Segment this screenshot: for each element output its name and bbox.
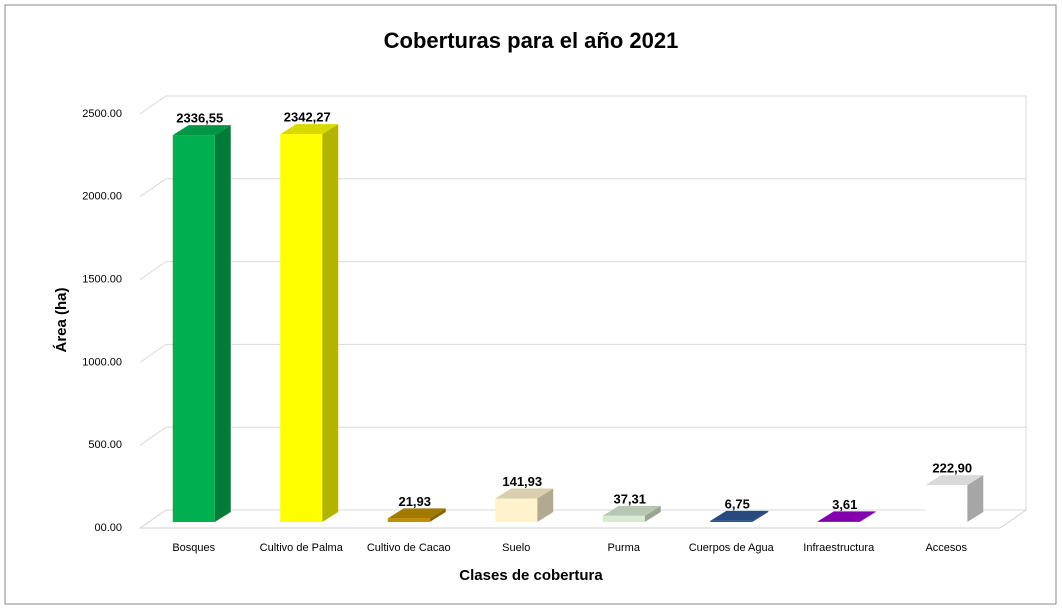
chart-title: Coberturas para el año 2021 — [384, 28, 679, 53]
y-tick-label: 2500.00 — [82, 108, 122, 120]
side-grid-line — [139, 261, 167, 281]
bar-top — [495, 488, 554, 499]
bar — [495, 498, 538, 522]
y-axis-title: Área (ha) — [53, 287, 70, 352]
bar-side — [644, 505, 661, 522]
y-tick-label: 1000.00 — [82, 356, 122, 368]
bar — [817, 521, 860, 522]
bar-top — [710, 510, 769, 521]
bar-side — [859, 511, 876, 522]
bar — [172, 135, 215, 522]
bar-side — [429, 508, 446, 522]
y-tick-label: 00.00 — [94, 522, 122, 534]
bar — [925, 485, 968, 522]
data-label: 21,93 — [398, 494, 431, 509]
x-tick-label: Cultivo de Palma — [260, 542, 344, 554]
y-tick-label: 1500.00 — [82, 274, 122, 286]
bar-top — [602, 505, 661, 516]
bar-side — [752, 510, 769, 522]
data-label: 6,75 — [725, 496, 750, 511]
data-label: 2342,27 — [284, 110, 331, 125]
bar-side — [322, 124, 339, 522]
y-tick-label: 2000.00 — [82, 191, 122, 203]
side-grid-line — [139, 509, 167, 529]
bar-top — [925, 475, 984, 486]
data-label: 141,93 — [502, 474, 542, 489]
side-grid-line — [139, 178, 167, 198]
bar — [710, 520, 753, 522]
bar-top — [280, 124, 339, 135]
x-tick-label: Suelo — [502, 542, 530, 554]
data-label: 222,90 — [932, 461, 972, 476]
bar-top — [817, 511, 876, 522]
x-tick-label: Accesos — [925, 542, 967, 554]
x-tick-label: Bosques — [172, 542, 215, 554]
bar — [602, 515, 645, 522]
x-tick-label: Purma — [608, 542, 641, 554]
side-grid-line — [139, 426, 167, 446]
x-tick-label: Cuerpos de Agua — [689, 542, 775, 554]
x-tick-label: Cultivo de Cacao — [367, 542, 451, 554]
data-label: 2336,55 — [176, 111, 223, 126]
bar-top — [172, 125, 231, 136]
x-axis-title: Clases de cobertura — [459, 567, 603, 584]
data-label: 37,31 — [613, 491, 646, 506]
side-grid-line — [139, 95, 167, 115]
floor — [138, 509, 1028, 529]
side-grid-line — [139, 343, 167, 363]
bar — [387, 518, 430, 522]
bar-top — [387, 508, 446, 519]
bar — [280, 134, 323, 522]
bar-side — [967, 475, 984, 522]
y-tick-label: 500.00 — [88, 439, 122, 451]
bar-side — [214, 125, 231, 522]
bar-side — [537, 488, 554, 522]
data-label: 3,61 — [832, 497, 857, 512]
x-tick-label: Infraestructura — [803, 542, 875, 554]
